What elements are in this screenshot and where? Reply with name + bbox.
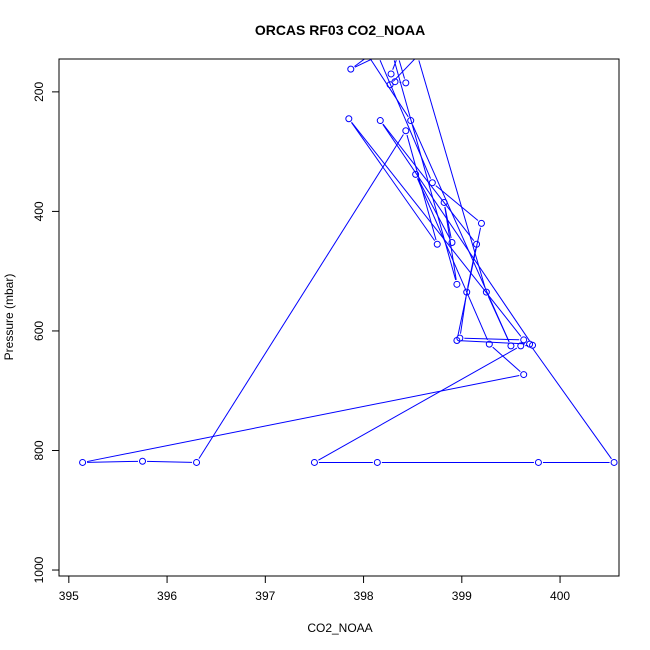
data-point (310, 458, 318, 466)
y-axis-label: Pressure (mbar) (2, 274, 16, 361)
data-point (485, 340, 493, 348)
data-point (440, 198, 448, 206)
series-segment (393, 60, 457, 281)
chart-title: ORCAS RF03 CO2_NOAA (255, 22, 425, 38)
data-point (529, 341, 537, 349)
x-tick-label: 395 (59, 589, 79, 603)
x-tick-label: 400 (550, 589, 570, 603)
plot-area (79, 59, 618, 466)
data-point (193, 458, 201, 466)
series-segment (398, 60, 406, 79)
data-point (407, 117, 415, 125)
data-point (453, 280, 461, 288)
data-point (402, 79, 410, 87)
series-segment (392, 60, 397, 70)
series-segment (531, 347, 612, 460)
series-segment (354, 59, 366, 67)
data-point (473, 240, 481, 248)
data-point (517, 342, 525, 350)
series-segment (417, 178, 451, 239)
y-tick-label: 1000 (32, 556, 46, 583)
series-segment (392, 59, 415, 82)
data-point (456, 334, 464, 342)
data-point (387, 70, 395, 78)
data-point (610, 458, 618, 466)
data-point (448, 238, 456, 246)
data-point (79, 458, 87, 466)
x-tick-label: 398 (354, 589, 374, 603)
data-point (391, 78, 399, 86)
y-tick-label: 400 (32, 201, 46, 221)
data-point (373, 458, 381, 466)
series-segment (86, 374, 520, 463)
y-tick-label: 600 (32, 321, 46, 341)
data-point (507, 342, 515, 350)
data-point (520, 371, 528, 379)
series-segment (370, 59, 409, 118)
data-point (386, 81, 394, 89)
data-point (520, 336, 528, 344)
y-tick-label: 800 (32, 440, 46, 460)
series-segment (382, 124, 531, 342)
x-tick-label: 397 (255, 589, 275, 603)
data-point (482, 288, 490, 296)
series-segment (461, 340, 526, 345)
data-point (428, 179, 436, 187)
series-segment (318, 347, 518, 461)
series-segment (435, 185, 479, 221)
series-segment (87, 460, 139, 463)
series-segment (460, 296, 467, 334)
series-segment (464, 337, 520, 341)
data-point (402, 127, 410, 135)
data-point (139, 457, 147, 465)
data-point (412, 170, 420, 178)
series-segment (444, 206, 457, 280)
series-segment (351, 122, 436, 241)
axes: 395 396 397 398 399 400 200 400 600 800 1000 (32, 58, 620, 603)
series-segment (467, 248, 477, 288)
data-point (463, 288, 471, 296)
data-point (433, 240, 441, 248)
series-segment (351, 121, 522, 337)
data-group (79, 59, 618, 466)
x-tick-label: 399 (452, 589, 472, 603)
data-point (534, 458, 542, 466)
y-tick-label: 200 (32, 82, 46, 102)
data-point (345, 115, 353, 123)
data-point (347, 65, 355, 73)
x-tick-label: 396 (157, 589, 177, 603)
x-axis-label: CO2_NOAA (307, 621, 372, 635)
series-segment (412, 124, 510, 342)
data-point (376, 117, 384, 125)
series-segment (198, 134, 404, 459)
series-segment (492, 346, 521, 372)
series-segment (146, 460, 193, 463)
series-segment (418, 60, 486, 288)
data-point (477, 219, 485, 227)
